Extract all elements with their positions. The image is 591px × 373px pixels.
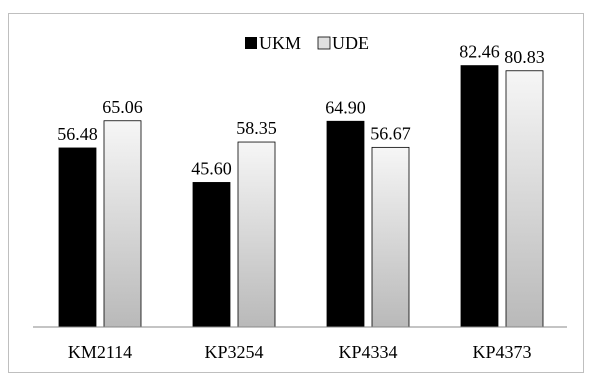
bar-ude-kp3254 — [237, 141, 276, 328]
value-label-ukm-kp4373: 82.46 — [459, 42, 500, 62]
bar-ukm-kp3254 — [192, 182, 231, 328]
value-label-ukm-kp3254: 45.60 — [191, 158, 232, 178]
value-label-ukm-kp4334: 64.90 — [325, 97, 366, 117]
bar-ude-kp4334 — [371, 146, 410, 328]
bar-ude-kp4373 — [505, 70, 544, 328]
category-label-kp4334: KP4334 — [338, 342, 397, 362]
value-label-ude-kp3254: 58.35 — [236, 118, 277, 138]
legend-swatch-ude — [317, 36, 331, 50]
legend: UKM UDE — [245, 33, 369, 53]
value-label-ude-kp4334: 56.67 — [370, 123, 411, 143]
legend-label-ude: UDE — [332, 33, 369, 53]
bar-ukm-kp4373 — [460, 65, 499, 328]
bar-ude-km2114 — [103, 120, 142, 328]
category-label-km2114: KM2114 — [68, 342, 132, 362]
legend-swatch-ukm — [245, 37, 257, 49]
value-label-ude-kp4373: 80.83 — [504, 47, 545, 67]
bar-ukm-kp4334 — [326, 120, 365, 328]
category-label-kp4373: KP4373 — [472, 342, 531, 362]
category-label-kp3254: KP3254 — [204, 342, 263, 362]
legend-label-ukm: UKM — [259, 33, 301, 53]
value-label-ukm-km2114: 56.48 — [57, 124, 98, 144]
value-label-ude-km2114: 65.06 — [102, 97, 143, 117]
bar-ukm-km2114 — [58, 147, 97, 328]
category-labels-group: KM2114 KP3254 KP4334 KP4373 — [68, 342, 532, 362]
